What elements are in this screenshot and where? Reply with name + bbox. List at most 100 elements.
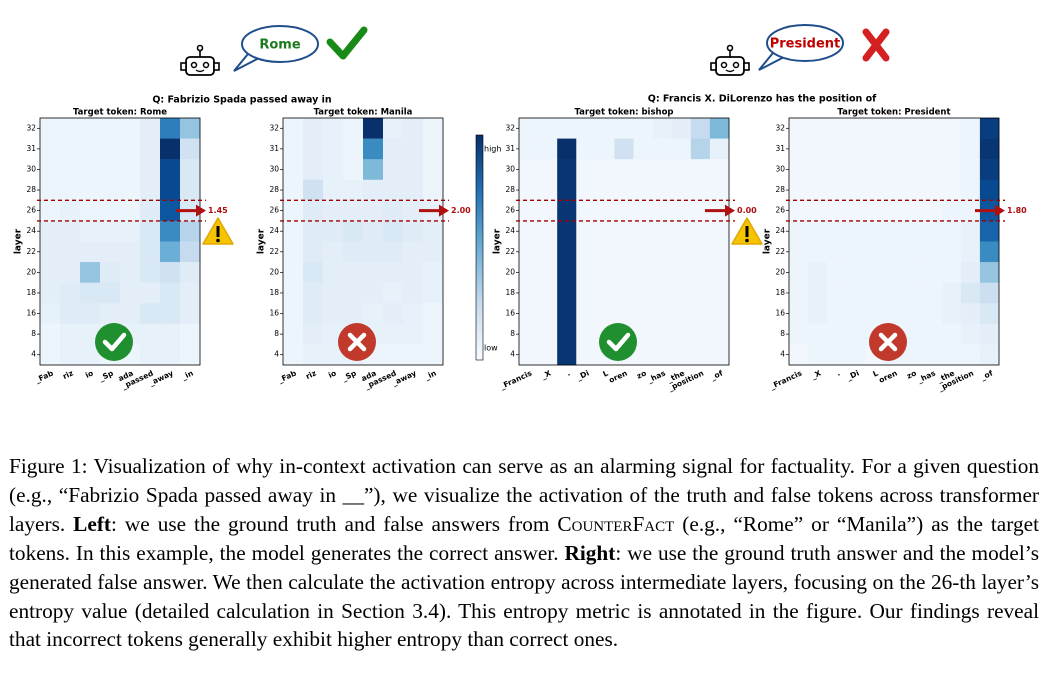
heatmap-cell — [160, 159, 181, 181]
heatmap-cell — [709, 282, 730, 304]
heatmap-cell — [808, 323, 828, 345]
y-tick-label: 8 — [274, 329, 279, 338]
heatmap-cell — [903, 282, 923, 304]
heatmap-cell — [652, 179, 673, 201]
heatmap-cell — [979, 241, 1000, 263]
x-tick-label: _of — [709, 368, 724, 382]
heatmap-cell — [960, 323, 981, 345]
speech-bubble — [766, 24, 844, 62]
heatmap-cell — [576, 159, 596, 181]
heatmap-cell — [519, 262, 539, 283]
entropy-arrow-head — [439, 204, 449, 217]
heatmap-cell — [576, 220, 596, 242]
heatmap-cell — [671, 241, 692, 263]
heatmap-cell — [140, 159, 161, 181]
robot-eye — [190, 61, 198, 69]
heatmap-cell — [960, 200, 981, 222]
heatmap-cell — [709, 344, 730, 366]
heatmap-cell — [80, 241, 101, 263]
heatmap-cell — [576, 282, 596, 304]
heatmap-cell — [40, 220, 61, 242]
heatmap-cell — [40, 200, 61, 222]
heatmap-cell — [40, 179, 61, 201]
heatmap-cell — [343, 118, 364, 139]
heatmap-cell — [80, 303, 101, 325]
heatmap-cell — [960, 138, 981, 160]
heatmap-cell — [846, 179, 866, 201]
heatmap-cell — [383, 118, 404, 139]
heatmap-cell — [614, 220, 634, 242]
heatmap-cell — [941, 138, 962, 160]
heatmap-cell — [941, 179, 962, 201]
heatmap-cell — [846, 118, 866, 139]
heatmap-cell — [789, 118, 809, 139]
heatmap-cell — [903, 323, 923, 345]
heatmap-cell — [595, 138, 615, 160]
heatmap-cell — [343, 179, 364, 201]
y-tick-label: 18 — [269, 288, 279, 297]
heatmap-cell — [557, 262, 577, 283]
heatmap-cell — [922, 344, 943, 366]
heatmap-cell — [865, 220, 885, 242]
heatmap-cell — [403, 282, 424, 304]
heatmap-cell — [160, 200, 181, 222]
heatmap-cell — [690, 118, 711, 139]
heatmap-cell — [633, 241, 653, 263]
heatmap-cell — [789, 303, 809, 325]
caption-text: CounterFact — [557, 511, 675, 536]
heatmap-cell — [160, 344, 181, 366]
heatmap-cell — [671, 200, 692, 222]
heatmap-cell — [303, 344, 324, 366]
heatmap-cell — [827, 323, 847, 345]
x-tick-label: riz — [304, 368, 317, 381]
heatmap-cell — [941, 118, 962, 139]
heatmap-cell — [941, 220, 962, 242]
heatmap-cell — [865, 138, 885, 160]
heatmap-cell — [865, 200, 885, 222]
y-tick-label: 22 — [775, 247, 785, 256]
entropy-value: 2.00 — [451, 206, 471, 215]
heatmap-cell — [922, 200, 943, 222]
y-tick-label: 16 — [775, 309, 785, 318]
x-tick-label: _in — [180, 368, 194, 381]
heatmap-cell — [423, 323, 444, 345]
heatmap-cell — [538, 200, 558, 222]
verdict-icon — [347, 332, 367, 352]
heatmap-cell — [789, 344, 809, 366]
heatmap-cell — [557, 118, 577, 139]
heatmap-cell — [846, 303, 866, 325]
caption-text: Right — [564, 540, 616, 565]
heatmap-cell — [538, 159, 558, 181]
heatmap-cell — [160, 303, 181, 325]
heatmap-cell — [60, 118, 81, 139]
heatmap-cell — [538, 179, 558, 201]
target-label: Target token: Manila — [314, 108, 413, 118]
heatmap-cell — [884, 303, 904, 325]
heatmap-cell — [423, 118, 444, 139]
heatmap-cell — [423, 179, 444, 201]
heatmap-cell — [40, 282, 61, 304]
heatmap-cell — [60, 159, 81, 181]
heatmap-cell — [60, 323, 81, 345]
heatmap-cell — [140, 179, 161, 201]
y-tick-label: 8 — [510, 329, 515, 338]
y-tick-label: 24 — [26, 226, 36, 235]
heatmap-cell — [303, 303, 324, 325]
heatmap-cell — [423, 262, 444, 283]
robot-ear — [180, 62, 187, 71]
heatmap-cell — [363, 262, 384, 283]
caption-text: Figure 1: Visualization of why in-contex… — [9, 454, 1039, 536]
heatmap-cell — [884, 262, 904, 283]
heatmap-cell — [789, 179, 809, 201]
heatmap-cell — [903, 118, 923, 139]
x-tick-label: . — [565, 368, 572, 377]
heatmap-cell — [827, 118, 847, 139]
heatmap-cell — [979, 323, 1000, 345]
heatmap-cell — [865, 303, 885, 325]
heatmap-cell — [789, 323, 809, 345]
caption-text: Left — [73, 511, 111, 536]
heatmap-cell — [884, 159, 904, 181]
y-tick-label: 31 — [775, 144, 785, 153]
heatmap-cell — [846, 159, 866, 181]
heatmap-cell — [519, 138, 539, 160]
